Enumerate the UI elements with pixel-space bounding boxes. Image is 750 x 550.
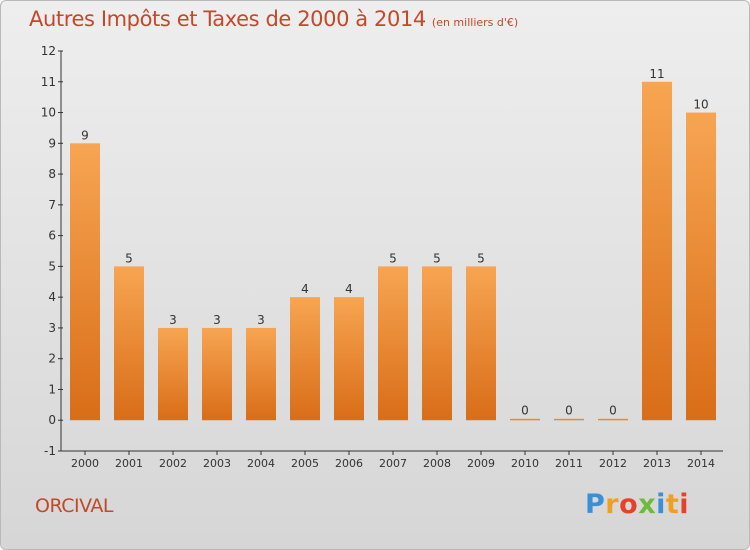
- y-tick-label: 12: [41, 44, 56, 58]
- x-tick-label: 2011: [555, 457, 583, 470]
- bar: [158, 327, 188, 421]
- x-tick-label: 2005: [291, 457, 319, 470]
- logo-letter: t: [665, 489, 680, 520]
- bar-value-label: 5: [389, 251, 397, 265]
- y-tick-label: 7: [48, 198, 56, 212]
- y-tick-label: 6: [48, 229, 56, 243]
- bar: [378, 266, 408, 421]
- bar-value-label: 5: [477, 251, 485, 265]
- bar-value-label: 4: [345, 282, 353, 296]
- bar: [290, 297, 320, 421]
- x-tick-label: 2014: [687, 457, 715, 470]
- bar: [334, 297, 364, 421]
- y-tick-label: 8: [48, 167, 56, 181]
- bar: [686, 112, 716, 421]
- bar-value-label: 3: [213, 313, 221, 327]
- chart-subtitle: (en milliers d'€): [431, 16, 519, 29]
- bar-value-label: 11: [649, 67, 664, 81]
- bar-value-label: 0: [521, 404, 529, 418]
- bar-value-label: 5: [433, 251, 441, 265]
- x-tick-label: 2013: [643, 457, 671, 470]
- proxiti-logo: Proxiti: [585, 489, 689, 520]
- y-tick-label: 10: [41, 106, 56, 120]
- bar: [422, 266, 452, 421]
- x-tick-label: 2001: [115, 457, 143, 470]
- bar: [70, 143, 100, 421]
- bar-value-label: 0: [609, 404, 617, 418]
- bar: [466, 266, 496, 421]
- y-tick-label: 11: [41, 75, 56, 89]
- bar: [114, 266, 144, 421]
- x-tick-label: 2007: [379, 457, 407, 470]
- logo-letter: P: [585, 489, 606, 520]
- logo-letter: i: [679, 489, 690, 520]
- chart-title-block: Autres Impôts et Taxes de 2000 à 2014 (en…: [29, 7, 518, 31]
- bar: [642, 81, 672, 421]
- x-tick-label: 2002: [159, 457, 187, 470]
- logo-letter: r: [605, 489, 620, 520]
- x-tick-label: 2004: [247, 457, 275, 470]
- commune-name: ORCIVAL: [35, 495, 113, 517]
- bar-value-label: 3: [257, 313, 265, 327]
- bar: [554, 418, 584, 421]
- bar: [246, 327, 276, 421]
- x-tick-label: 2000: [71, 457, 99, 470]
- y-tick-label: 9: [48, 136, 56, 150]
- bar-value-label: 0: [565, 404, 573, 418]
- y-tick-label: 0: [48, 413, 56, 427]
- y-tick-label: 5: [48, 259, 56, 273]
- bar: [202, 327, 232, 421]
- x-tick-label: 2006: [335, 457, 363, 470]
- bar-value-label: 4: [301, 282, 309, 296]
- bar-value-label: 9: [81, 128, 89, 142]
- y-tick-label: 2: [48, 352, 56, 366]
- y-tick-label: -1: [44, 444, 56, 458]
- x-tick-label: 2003: [203, 457, 231, 470]
- y-tick-label: 4: [48, 290, 56, 304]
- logo-letter: o: [619, 489, 639, 520]
- bar-value-label: 10: [693, 98, 708, 112]
- x-tick-label: 2009: [467, 457, 495, 470]
- x-tick-label: 2010: [511, 457, 539, 470]
- logo-letter: x: [638, 489, 657, 520]
- bar-value-label: 3: [169, 313, 177, 327]
- x-tick-label: 2008: [423, 457, 451, 470]
- bar: [598, 418, 628, 421]
- y-tick-label: 1: [48, 382, 56, 396]
- bar: [510, 418, 540, 421]
- y-tick-label: 3: [48, 321, 56, 335]
- logo-letter: i: [656, 489, 666, 520]
- x-tick-label: 2012: [599, 457, 627, 470]
- bar-value-label: 5: [125, 251, 133, 265]
- chart-title: Autres Impôts et Taxes de 2000 à 2014: [29, 7, 426, 31]
